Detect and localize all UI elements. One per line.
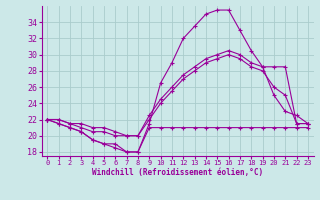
X-axis label: Windchill (Refroidissement éolien,°C): Windchill (Refroidissement éolien,°C) (92, 168, 263, 177)
